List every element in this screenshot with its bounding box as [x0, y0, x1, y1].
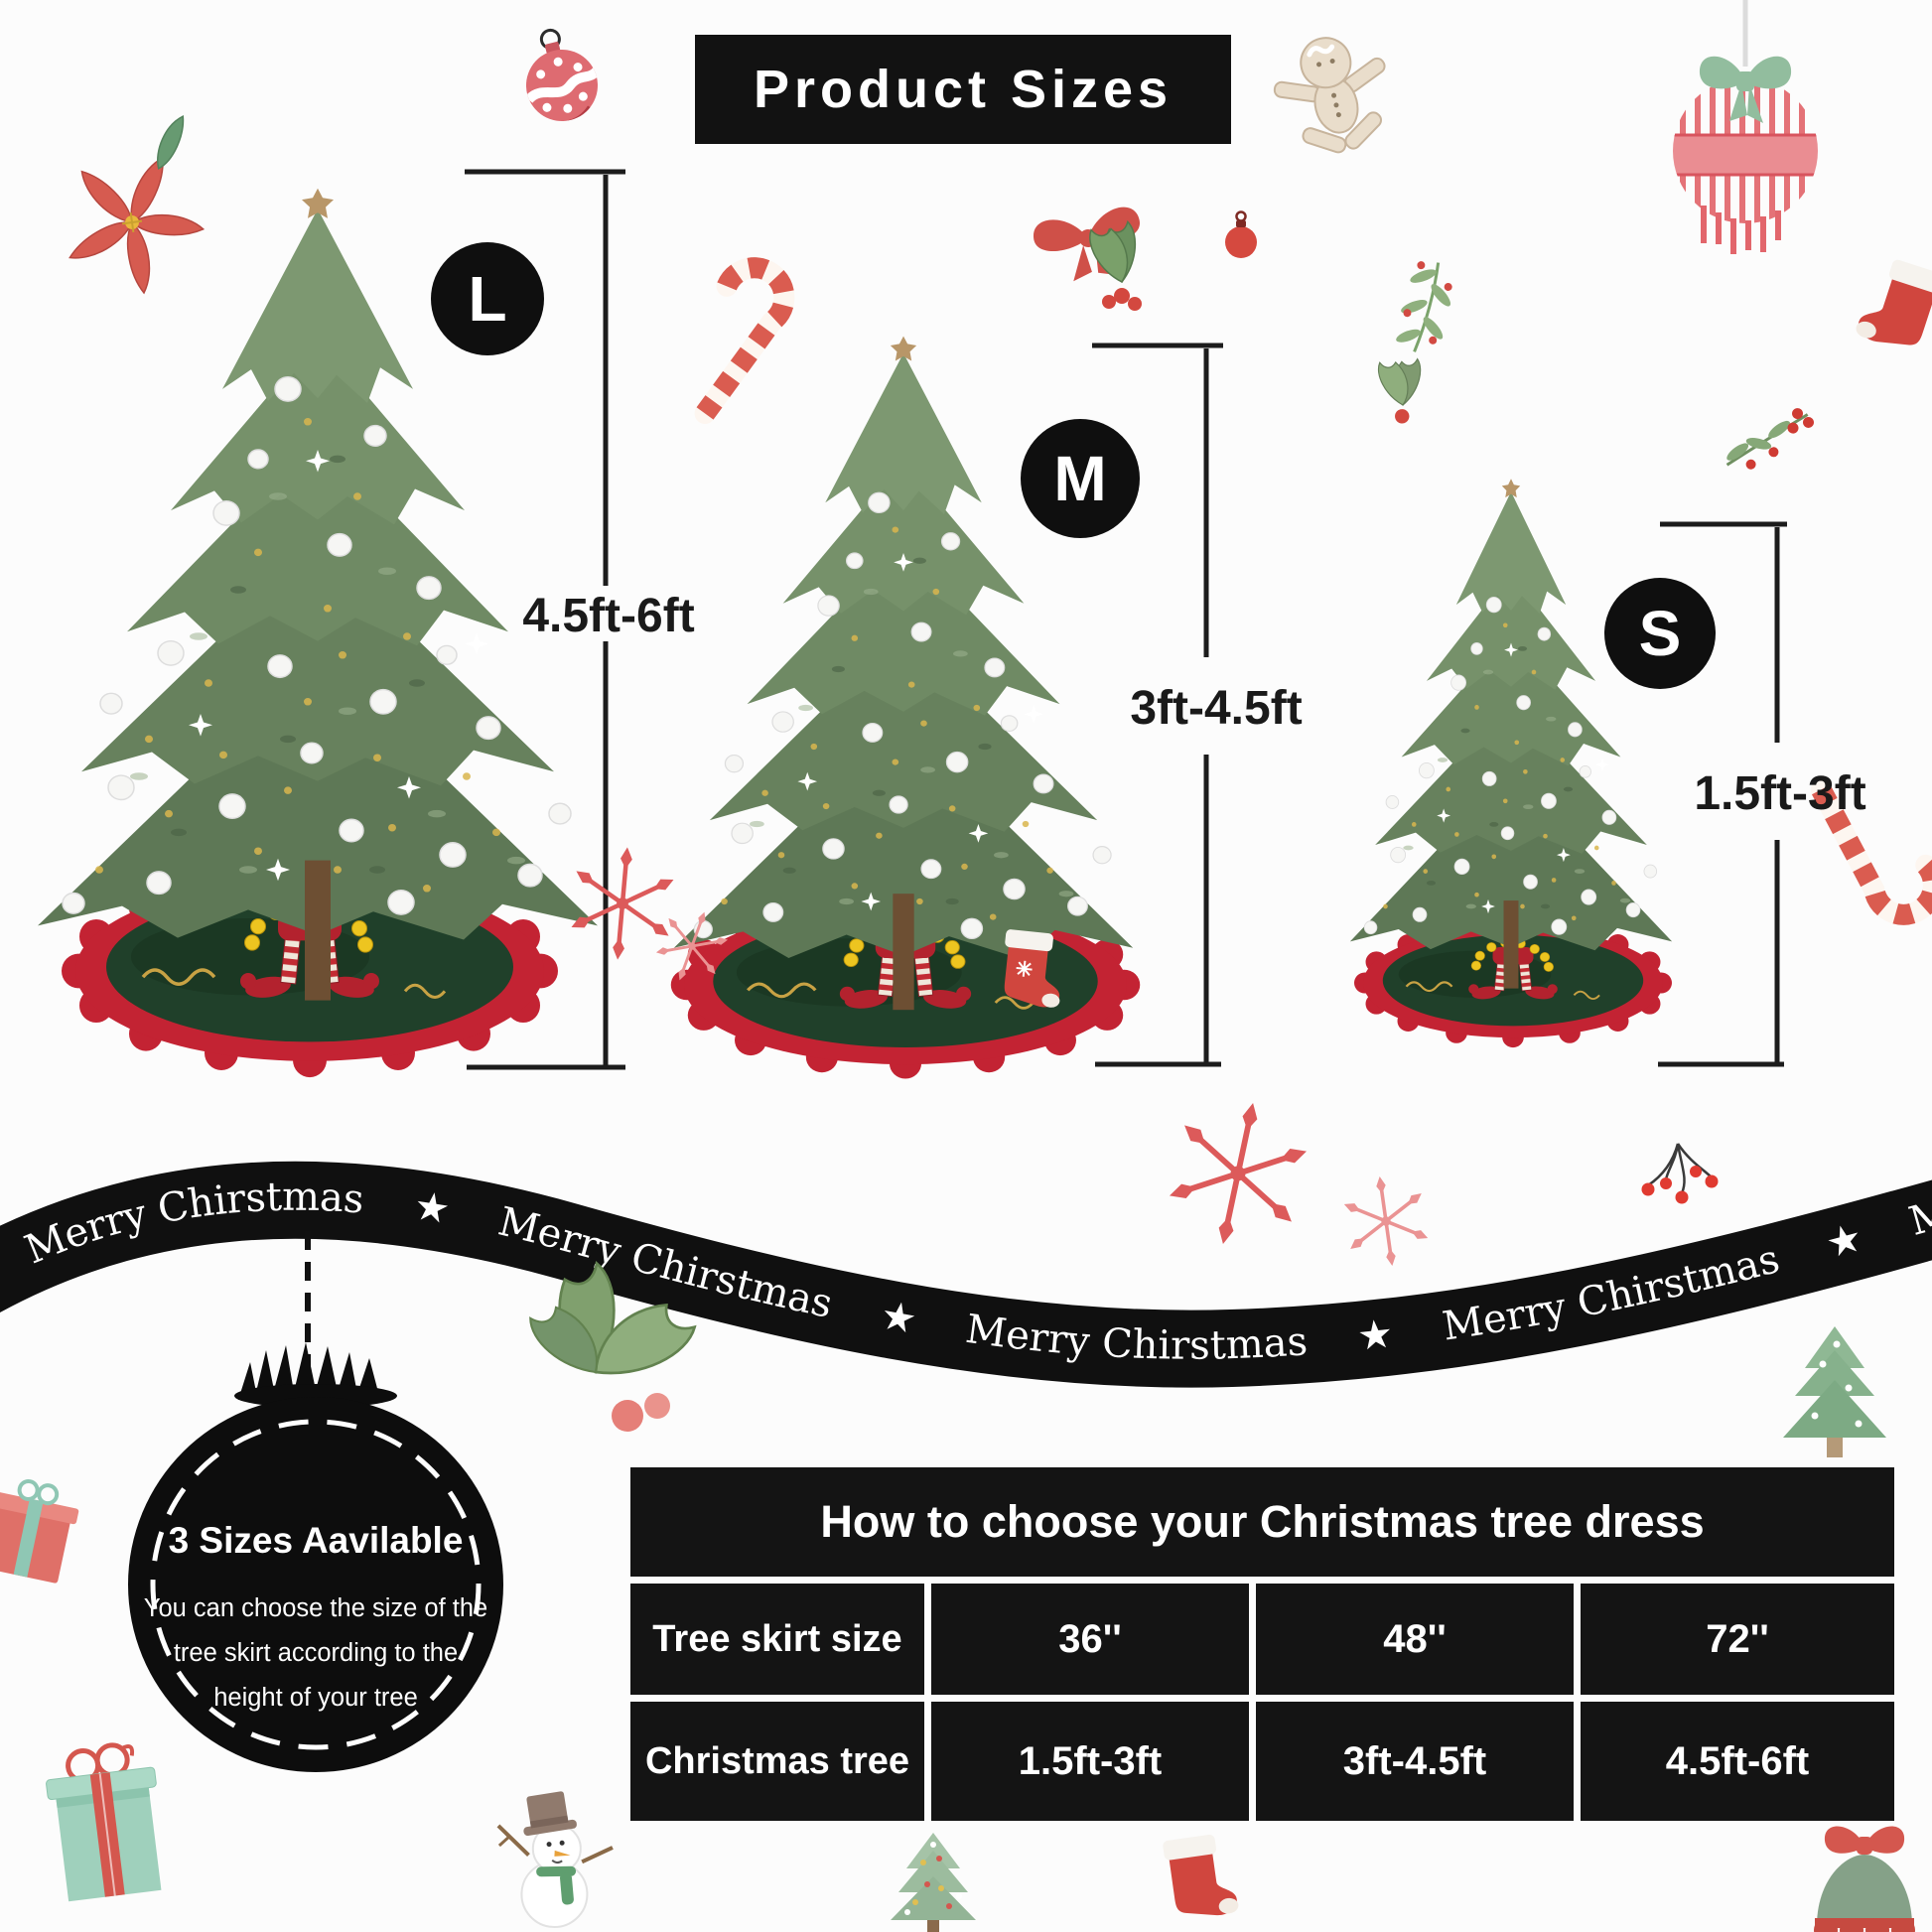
table-title: How to choose your Christmas tree dress — [630, 1467, 1894, 1577]
height-range-large: 4.5ft-6ft — [522, 590, 695, 642]
snowflake-icon — [1337, 1170, 1435, 1273]
leaf-sprig-icon — [1396, 261, 1452, 352]
table-cell-row-label: Christmas tree — [630, 1702, 924, 1821]
note-line: You can choose the size of the — [143, 1594, 488, 1622]
note-body: You can choose the size of the tree skir… — [117, 1587, 514, 1721]
small-tree-icon — [891, 1833, 976, 1932]
snowman-icon — [496, 1791, 614, 1928]
note-title: 3 Sizes Aavilable — [168, 1520, 464, 1561]
poinsettia-icon — [69, 115, 206, 295]
gingerbread-man-icon — [1273, 37, 1386, 154]
table-cell: 1.5ft-3ft — [931, 1702, 1249, 1821]
size-badge-small: S — [1604, 578, 1716, 689]
measurement-line-large — [465, 169, 625, 1070]
stocking-icon — [1162, 1832, 1240, 1922]
size-badge-medium: M — [1021, 419, 1140, 538]
measurement-line-medium — [1092, 343, 1223, 1067]
table-cell: 72'' — [1581, 1584, 1894, 1695]
size-badge-label: L — [468, 263, 507, 335]
note-line: tree skirt according to the — [173, 1639, 459, 1667]
berries-sprig-icon — [1641, 1143, 1719, 1204]
size-badge-label: S — [1638, 598, 1682, 669]
note-ornament-ball — [128, 1397, 503, 1772]
table-cell: 4.5ft-6ft — [1581, 1702, 1894, 1821]
table-cell: 48'' — [1256, 1584, 1574, 1695]
holly-berries-icon — [1369, 351, 1429, 424]
striped-ornament-with-bow-icon — [1673, 0, 1818, 254]
gift-box-icon — [0, 1479, 79, 1584]
stocking-icon — [998, 928, 1067, 1010]
berries-sprig-icon — [1725, 408, 1815, 470]
snowflake-icon — [567, 844, 677, 963]
table-cell-row-label: Tree skirt size — [630, 1584, 924, 1695]
candy-cane-icon — [676, 258, 794, 425]
height-range-small: 1.5ft-3ft — [1694, 767, 1866, 820]
table-cell: 3ft-4.5ft — [1256, 1702, 1574, 1821]
size-badge-label: M — [1053, 443, 1107, 514]
size-badge-large: L — [431, 242, 544, 355]
page-title: Product Sizes — [753, 60, 1173, 119]
ornament-ball-icon — [1225, 210, 1257, 258]
height-range-medium: 3ft-4.5ft — [1130, 682, 1303, 735]
small-tree-icon — [1783, 1326, 1886, 1457]
bell-ornament-icon — [1814, 1826, 1915, 1932]
measurement-line-small — [1658, 521, 1787, 1067]
snowflake-icon — [1160, 1091, 1315, 1257]
holly-berries-icon — [1078, 216, 1144, 311]
stocking-icon — [1854, 253, 1932, 356]
gift-box-icon — [46, 1742, 162, 1902]
christmas-tree-small — [1349, 478, 1673, 990]
note-line: height of your tree — [213, 1684, 418, 1712]
size-guide-table: How to choose your Christmas tree dress … — [630, 1467, 1894, 1821]
page-title-banner: Product Sizes — [695, 35, 1231, 144]
polka-dot-bauble-icon — [524, 28, 602, 127]
table-cell: 36'' — [931, 1584, 1249, 1695]
holly-berries-icon — [518, 1256, 703, 1432]
